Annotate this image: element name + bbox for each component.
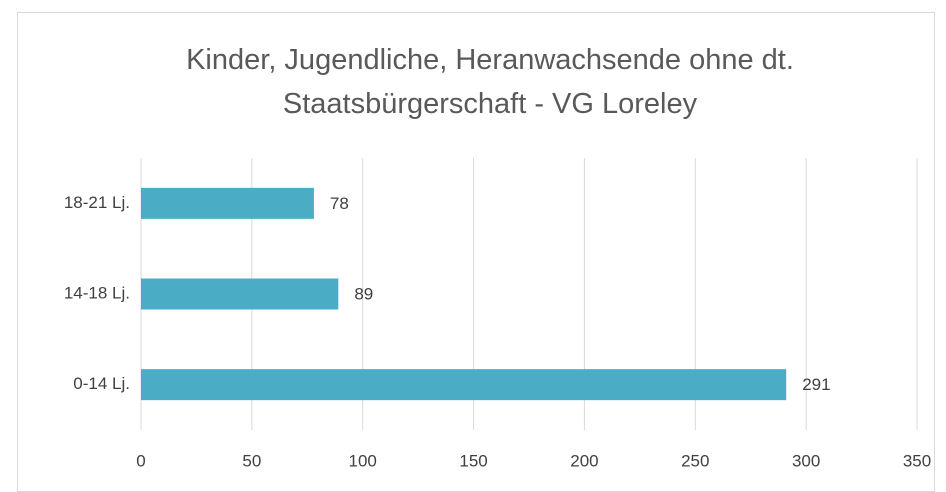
x-tick-label: 250 [681, 451, 709, 470]
x-tick-label: 200 [570, 451, 598, 470]
x-tick-label: 150 [459, 451, 487, 470]
data-label: 291 [802, 375, 830, 394]
x-tick-label: 0 [136, 451, 145, 470]
y-tick-label: 18-21 Lj. [64, 193, 130, 212]
x-tick-label: 350 [903, 451, 931, 470]
x-tick-label: 300 [792, 451, 820, 470]
chart-title: Kinder, Jugendliche, Heranwachsende ohne… [186, 44, 794, 120]
x-tick-label: 50 [242, 451, 261, 470]
data-label: 78 [330, 194, 349, 213]
bar [141, 278, 339, 310]
bar [141, 369, 787, 401]
data-label: 89 [354, 284, 373, 303]
y-tick-label: 0-14 Lj. [73, 374, 130, 393]
x-tick-label: 100 [349, 451, 377, 470]
y-tick-label: 14-18 Lj. [64, 283, 130, 302]
bar [141, 187, 314, 219]
